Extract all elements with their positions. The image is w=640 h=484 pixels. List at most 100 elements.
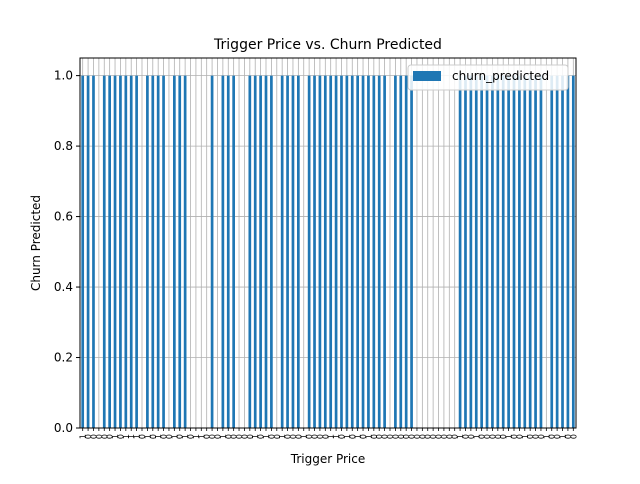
- bar: [108, 75, 111, 428]
- bar: [183, 75, 187, 428]
- legend-label: churn_predicted: [452, 69, 549, 83]
- bar: [291, 75, 295, 428]
- x-tick-label: 0: [240, 434, 249, 439]
- bar: [458, 75, 462, 428]
- bar: [474, 75, 478, 428]
- x-tick-label: 0: [321, 434, 330, 439]
- bar: [162, 75, 165, 428]
- bar: [528, 75, 532, 428]
- x-tick-label: 0: [176, 434, 185, 439]
- x-tick-label: 1: [354, 434, 363, 439]
- y-tick-label: 0.8: [54, 139, 73, 153]
- bar: [518, 75, 521, 428]
- x-tick-label: 0: [488, 434, 497, 439]
- grid-lines: [80, 58, 576, 429]
- x-tick-label: 1: [251, 434, 260, 439]
- x-tick-label: 0: [386, 434, 395, 439]
- bar: [280, 75, 284, 428]
- x-tick-label: 0: [289, 434, 298, 439]
- x-tick-label: 0: [424, 434, 433, 439]
- x-tick-label: 0: [305, 434, 314, 439]
- x-tick-label: 0: [413, 434, 422, 439]
- x-tick-label: 1: [133, 434, 142, 439]
- y-axis-label: Churn Predicted: [29, 195, 43, 291]
- bar: [119, 75, 122, 428]
- x-tick-label: 1: [219, 434, 228, 439]
- x-tick-label: 1: [472, 434, 481, 439]
- x-tick-label: 0: [429, 434, 438, 439]
- x-tick-label: 1: [343, 434, 352, 439]
- bar: [270, 75, 273, 428]
- y-tick-label: 0.6: [54, 210, 73, 224]
- x-tick-label: 0: [451, 434, 460, 439]
- x-tick-label: 0: [257, 434, 266, 439]
- x-tick-label: 0: [89, 434, 98, 439]
- x-tick-label: 0: [483, 434, 492, 439]
- x-tick-label: 0: [138, 434, 147, 439]
- bar: [286, 75, 289, 428]
- axes: 0.00.20.40.60.81.01000001011101010010101…: [54, 57, 578, 439]
- bar: [399, 75, 403, 428]
- x-tick-label: 0: [106, 434, 115, 439]
- bar: [571, 75, 575, 428]
- x-tick-label: 0: [532, 434, 541, 439]
- x-tick-label: 0: [440, 434, 449, 439]
- bar: [501, 75, 505, 428]
- x-tick-label: 0: [435, 434, 444, 439]
- bar: [491, 75, 494, 428]
- y-tick-label: 0.2: [54, 351, 73, 365]
- x-tick-label: 0: [548, 434, 557, 439]
- x-tick-label: 0: [316, 434, 325, 439]
- bar: [496, 75, 500, 428]
- x-tick-label: 0: [478, 434, 487, 439]
- bar: [173, 75, 176, 428]
- x-tick-label: 1: [332, 434, 341, 439]
- y-tick-label: 0.0: [54, 421, 73, 435]
- bars: [81, 75, 575, 428]
- x-tick-label: 0: [267, 434, 276, 439]
- y-tick-label: 0.4: [54, 280, 73, 294]
- bar: [361, 75, 365, 428]
- bar: [383, 75, 386, 428]
- bar: [350, 75, 354, 428]
- x-tick-label: 0: [203, 434, 212, 439]
- x-tick-label: 0: [187, 434, 196, 439]
- x-tick-label: 1: [456, 434, 465, 439]
- x-tick-label: 0: [391, 434, 400, 439]
- bar: [156, 75, 160, 428]
- x-tick-label: 0: [402, 434, 411, 439]
- x-tick-label: 0: [348, 434, 357, 439]
- bar: [507, 75, 510, 428]
- bar: [334, 75, 338, 428]
- bar: [512, 75, 516, 428]
- x-tick-label: 0: [569, 434, 578, 439]
- bar: [151, 75, 155, 428]
- bar: [313, 75, 316, 428]
- x-tick-label: 1: [559, 434, 568, 439]
- x-tick-label: 0: [284, 434, 293, 439]
- legend-box: [407, 64, 569, 91]
- bar: [561, 75, 564, 428]
- x-tick-label: 0: [165, 434, 174, 439]
- bar: [377, 75, 381, 428]
- x-tick-label: 0: [526, 434, 535, 439]
- x-tick-label: 0: [213, 434, 222, 439]
- bar: [135, 75, 138, 428]
- bar: [485, 75, 489, 428]
- x-tick-label: 1: [154, 434, 163, 439]
- legend: churn_predicted: [407, 64, 569, 91]
- bar: [253, 75, 257, 428]
- x-tick-label: 1: [181, 434, 190, 439]
- x-tick-label: 1: [542, 434, 551, 439]
- bar: [264, 75, 268, 428]
- y-tick-label: 1.0: [54, 69, 73, 83]
- bar: [113, 75, 117, 428]
- x-tick-label: 0: [537, 434, 546, 439]
- x-tick-label: 0: [337, 434, 346, 439]
- x-tick-label: 0: [273, 434, 282, 439]
- bar: [323, 75, 327, 428]
- bar: [469, 75, 473, 428]
- bar: [394, 75, 397, 428]
- x-tick-label: 0: [445, 434, 454, 439]
